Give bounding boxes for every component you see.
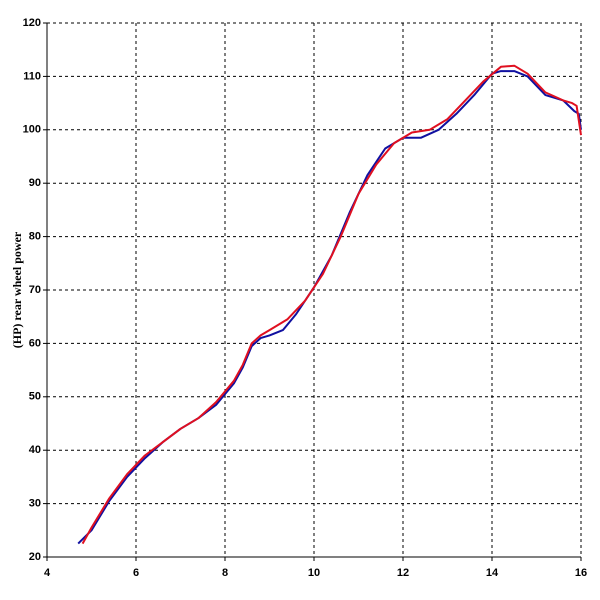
- y-tick-label: 100: [23, 124, 41, 136]
- line-series: [81, 64, 582, 545]
- y-tick-label: 50: [29, 391, 41, 403]
- line-series: [77, 70, 582, 545]
- y-tick-label: 110: [23, 70, 41, 82]
- y-tick-label: 80: [29, 231, 41, 243]
- x-tick-label: 16: [575, 567, 587, 579]
- y-tick-label: 30: [29, 498, 41, 510]
- y-tick-label: 70: [29, 284, 41, 296]
- x-tick-label: 4: [44, 567, 51, 579]
- y-axis-label: (HP) rear wheel power: [10, 231, 24, 348]
- y-tick-label: 90: [29, 177, 41, 189]
- x-tick-label: 14: [486, 567, 499, 579]
- x-tick-label: 8: [222, 567, 228, 579]
- y-tick-label: 40: [29, 444, 41, 456]
- x-tick-label: 10: [308, 567, 320, 579]
- y-tick-label: 60: [29, 337, 41, 349]
- y-tick-label: 20: [29, 551, 41, 563]
- x-tick-label: 12: [397, 567, 409, 579]
- y-tick-label: 120: [23, 17, 41, 29]
- x-tick-label: 6: [133, 567, 139, 579]
